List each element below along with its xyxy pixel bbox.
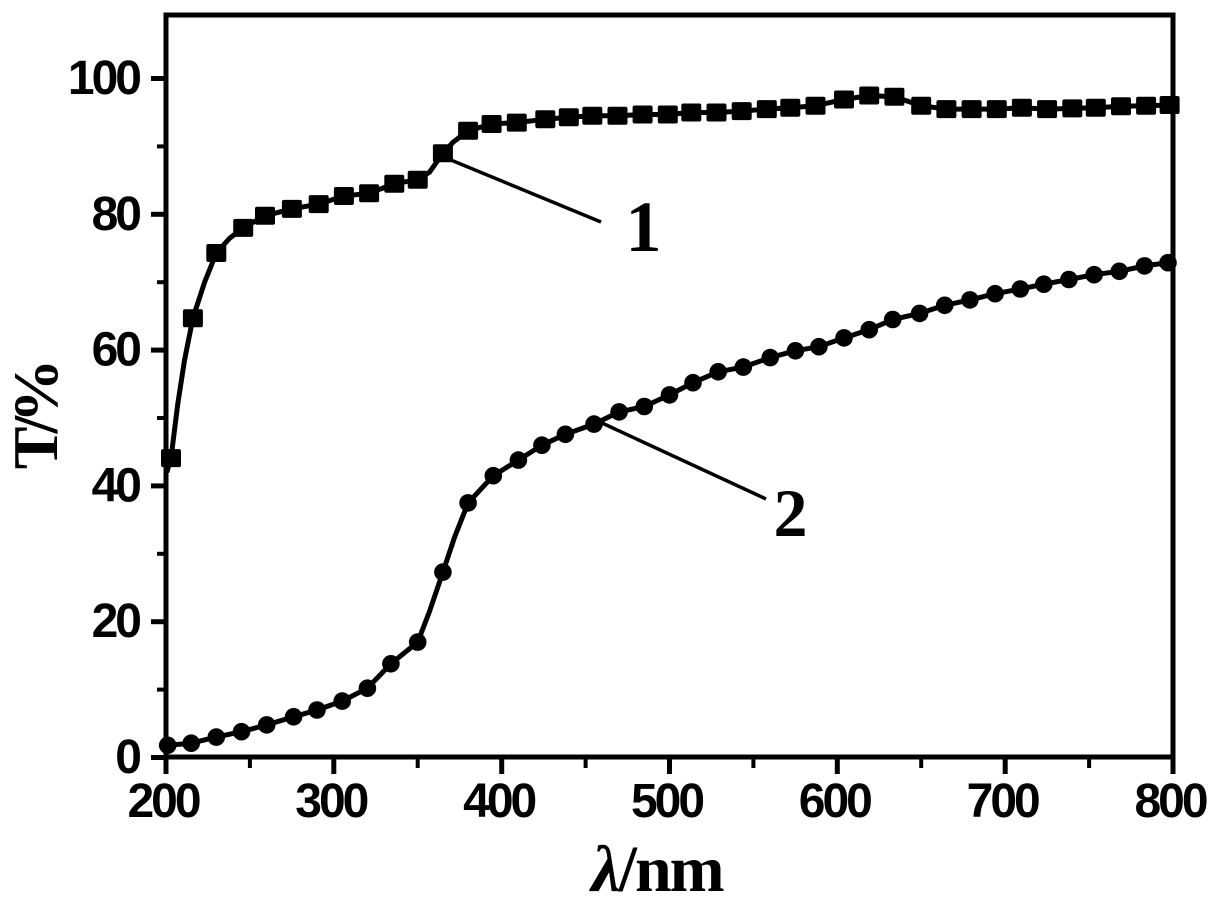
svg-text:0: 0 — [115, 731, 140, 784]
svg-text:60: 60 — [92, 324, 141, 377]
svg-text:500: 500 — [631, 775, 703, 828]
svg-text:200: 200 — [127, 775, 199, 828]
svg-text:40: 40 — [92, 459, 141, 512]
svg-text:λ/nm: λ/nm — [588, 833, 723, 906]
svg-text:T/%: T/% — [0, 365, 71, 469]
svg-text:1: 1 — [626, 187, 662, 267]
svg-text:2: 2 — [774, 475, 808, 551]
svg-text:600: 600 — [799, 775, 871, 828]
svg-text:800: 800 — [1134, 775, 1206, 828]
svg-text:400: 400 — [463, 775, 535, 828]
svg-text:80: 80 — [92, 188, 141, 241]
svg-text:100: 100 — [68, 52, 140, 105]
svg-text:20: 20 — [92, 595, 141, 648]
svg-text:300: 300 — [295, 775, 367, 828]
svg-text:700: 700 — [967, 775, 1039, 828]
